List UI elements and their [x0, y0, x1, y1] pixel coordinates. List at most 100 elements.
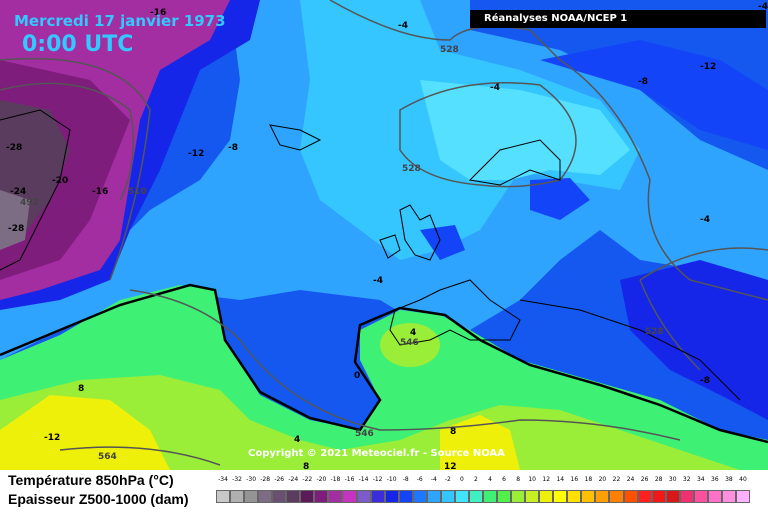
scale-swatch [244, 490, 259, 503]
source-banner: Réanalyses NOAA/NCEP 1 [470, 10, 766, 28]
thickness-label: 546 [400, 338, 419, 348]
scale-swatch [314, 490, 329, 503]
scale-label: -28 [260, 476, 271, 483]
scale-label: -32 [232, 476, 242, 483]
warm-zone-yellow-africa [440, 415, 520, 470]
temp-label: 4 [410, 328, 416, 338]
temp-label: -4 [758, 2, 768, 12]
scale-label: 40 [739, 476, 747, 483]
scale-swatch [272, 490, 287, 503]
temp-label: -8 [700, 376, 710, 386]
scale-swatch [567, 490, 582, 503]
thickness-label: 510 [128, 187, 147, 197]
temperature-zone-minus6-uk [420, 225, 465, 260]
scale-swatch [483, 490, 498, 503]
scale-label: 26 [640, 476, 649, 483]
coastline-british-isles [379, 204, 441, 261]
scale-label: 28 [654, 476, 663, 483]
temperature-zone-minus8-north [540, 40, 768, 150]
scale-swatch [398, 490, 413, 503]
scale-swatch [595, 490, 610, 503]
scale-label: 34 [696, 476, 705, 483]
scale-label: 22 [612, 476, 621, 483]
scale-swatch [342, 490, 357, 503]
temp-label: 4 [294, 435, 300, 445]
scale-label: 20 [598, 476, 607, 483]
temp-label: -16 [150, 8, 166, 18]
temperature-map: -16 -12 -8 -28 -20 -16 -24 -28 -4 -4 -8 … [0, 0, 768, 470]
scale-label: -24 [288, 476, 299, 483]
scale-label: 4 [488, 476, 492, 483]
scale-label: -10 [386, 476, 397, 483]
scale-swatch [384, 490, 399, 503]
scale-label: 36 [711, 476, 719, 483]
scale-swatch [721, 490, 736, 503]
temp-label: -8 [638, 77, 648, 87]
thickness-528-north [329, 0, 768, 301]
scale-label: -6 [416, 476, 423, 483]
scale-label: -12 [372, 476, 383, 483]
scale-label: 6 [502, 476, 506, 483]
scale-swatch [511, 490, 526, 503]
temp-label: -12 [188, 149, 204, 159]
temp-label: -16 [92, 187, 108, 197]
scale-label: -22 [302, 476, 313, 483]
thickness-546 [129, 289, 681, 441]
thickness-510 [0, 57, 151, 281]
temperature-zone-minus8-east [620, 260, 768, 420]
map-time-title: 0:00 UTC [22, 32, 134, 57]
temp-label: -8 [228, 143, 238, 153]
scale-label: -2 [444, 476, 451, 483]
scale-swatch [539, 490, 554, 503]
scale-label: -14 [358, 476, 369, 483]
scale-swatch [286, 490, 301, 503]
temp-label: -24 [10, 187, 26, 197]
scale-label: -18 [330, 476, 341, 483]
scale-swatch [525, 490, 540, 503]
temp-label: 8 [450, 427, 456, 437]
temperature-zone-minus6-baltic [530, 178, 590, 220]
legend-thickness-title: Epaisseur Z500-1000 (dam) [8, 491, 189, 507]
thickness-564 [59, 446, 221, 466]
scale-swatch [412, 490, 427, 503]
scale-swatch [230, 490, 245, 503]
cold-pool-center [0, 190, 30, 250]
scale-label: -16 [344, 476, 355, 483]
temp-label: -4 [398, 21, 408, 31]
scale-swatch [468, 490, 483, 503]
scale-label: 18 [584, 476, 593, 483]
coastline-france-iberia [389, 279, 521, 346]
legend-temperature-title: Température 850hPa (°C) [8, 472, 174, 488]
scale-swatch [370, 490, 385, 503]
thickness-label: 492 [20, 198, 39, 208]
thickness-label: 528 [402, 164, 421, 174]
temp-label: 8 [78, 384, 84, 394]
coastline-greenland [0, 109, 71, 271]
scale-label: 32 [682, 476, 691, 483]
thickness-label: 546 [355, 429, 374, 439]
temp-label: 0 [354, 371, 360, 381]
scale-label: -30 [246, 476, 257, 483]
scale-swatch [300, 490, 315, 503]
scale-label: 10 [528, 476, 536, 483]
map-date-title: Mercredi 17 janvier 1973 [14, 12, 226, 30]
iberia-warm-blob [380, 323, 440, 367]
thickness-528-ring [399, 82, 577, 188]
temp-label: -20 [52, 176, 68, 186]
warm-zone-yellow-west [0, 395, 170, 470]
scale-swatch [328, 490, 343, 503]
scale-swatch [679, 490, 694, 503]
scale-swatch [440, 490, 455, 503]
scale-label: 0 [459, 476, 464, 483]
thickness-label: 528 [440, 45, 459, 55]
scale-label: 12 [542, 476, 551, 483]
scale-label: 16 [570, 476, 579, 483]
coastline-mediterranean [519, 299, 741, 401]
temp-label: -4 [373, 276, 383, 286]
thickness-label: 564 [98, 452, 117, 462]
scale-label: -34 [218, 476, 228, 483]
scale-label: -4 [430, 476, 437, 483]
temp-label: -4 [700, 215, 710, 225]
coastline-scandinavia [468, 139, 561, 186]
